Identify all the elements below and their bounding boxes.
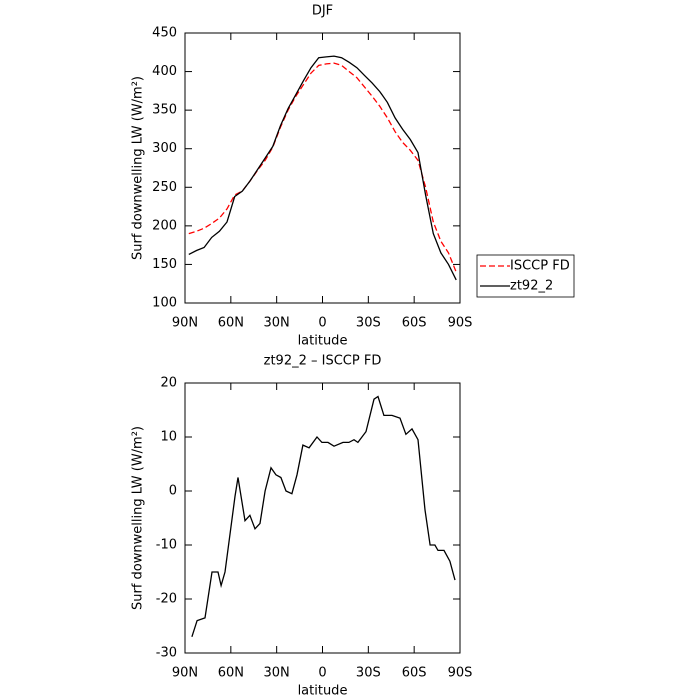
y-tick-label: 200 xyxy=(152,218,177,233)
y-tick-label: 250 xyxy=(152,180,177,195)
x-axis-label: latitude xyxy=(298,334,348,349)
x-axis-label: latitude xyxy=(298,684,348,699)
chart-title: zt92_2 – ISCCP FD xyxy=(264,354,382,369)
data-line xyxy=(188,55,457,281)
x-tick-label: 0 xyxy=(318,316,326,331)
chart-title: DJF xyxy=(312,4,333,19)
x-tick-label: 30N xyxy=(264,666,290,681)
y-tick-label: 10 xyxy=(160,430,177,445)
y-tick-label: 450 xyxy=(152,26,177,41)
y-tick-label: 0 xyxy=(169,484,177,499)
data-line xyxy=(188,62,457,273)
y-tick-label: 300 xyxy=(152,141,177,156)
legend-label: ISCCP FD xyxy=(510,259,570,274)
y-tick-label: -10 xyxy=(156,538,177,553)
x-tick-label: 60N xyxy=(218,316,244,331)
y-tick-label: 20 xyxy=(160,376,177,391)
y-tick-label: 150 xyxy=(152,257,177,272)
plot-frame xyxy=(184,32,461,304)
x-tick-label: 90N xyxy=(172,666,198,681)
y-axis-label: Surf downwelling LW (W/m²) xyxy=(131,426,146,610)
data-line xyxy=(191,395,456,637)
x-tick-label: 0 xyxy=(318,666,326,681)
x-tick-label: 30N xyxy=(264,316,290,331)
plot-frame xyxy=(184,382,461,654)
legend-box xyxy=(476,254,575,298)
y-tick-label: 100 xyxy=(152,296,177,311)
x-tick-label: 90S xyxy=(448,666,473,681)
y-tick-label: 400 xyxy=(152,64,177,79)
y-axis-label: Surf downwelling LW (W/m²) xyxy=(131,76,146,260)
y-tick-label: -30 xyxy=(156,646,177,661)
x-tick-label: 60S xyxy=(402,666,427,681)
x-tick-label: 90S xyxy=(448,316,473,331)
x-tick-label: 30S xyxy=(356,666,381,681)
x-tick-label: 60S xyxy=(402,316,427,331)
legend-label: zt92_2 xyxy=(510,279,553,294)
y-tick-label: -20 xyxy=(156,592,177,607)
y-tick-label: 350 xyxy=(152,103,177,118)
x-tick-label: 60N xyxy=(218,666,244,681)
x-tick-label: 90N xyxy=(172,316,198,331)
x-tick-label: 30S xyxy=(356,316,381,331)
